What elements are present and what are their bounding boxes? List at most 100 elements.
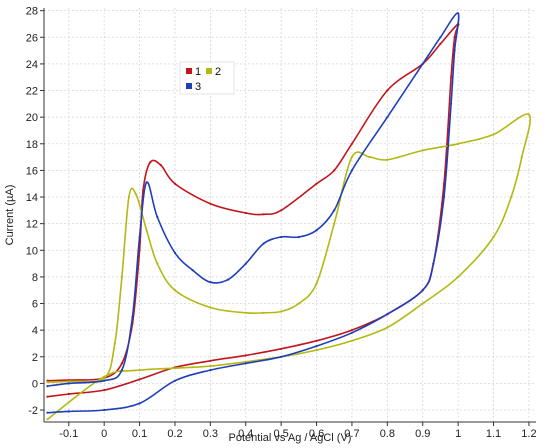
series-2-point-35 <box>103 375 106 378</box>
series-2-point-4 <box>120 275 123 278</box>
series-3-point-21 <box>439 36 442 39</box>
series-3-point-32 <box>244 362 247 365</box>
series-1-point-30 <box>244 354 247 357</box>
series-3-point-36 <box>103 408 106 412</box>
grid <box>44 8 536 422</box>
series-2-point-5 <box>127 195 130 199</box>
series-2-point-0 <box>46 381 49 384</box>
series-3-point-38 <box>46 411 49 414</box>
series-1-point-3 <box>120 362 123 365</box>
series-2-point-10 <box>209 306 212 309</box>
series-1-point-34 <box>103 389 106 392</box>
x-tick-label-10: 0.9 <box>415 428 430 440</box>
series-3-point-9 <box>191 269 194 272</box>
legend: 1 2 3 <box>179 61 235 95</box>
series-3-point-14 <box>280 235 283 239</box>
series-3-point-5 <box>138 235 141 239</box>
x-tick-label-1: 0 <box>101 428 107 440</box>
series-3-point-7 <box>156 215 159 219</box>
x-tick-label-13: 1.2 <box>521 428 536 440</box>
y-tick-label-14: 26 <box>26 32 38 44</box>
legend-swatch-1 <box>186 68 192 74</box>
series-3-point-19 <box>386 116 389 119</box>
series-2-point-7 <box>145 229 148 232</box>
series-2-point-30 <box>350 339 353 342</box>
y-tick-label-2: 2 <box>32 352 38 364</box>
x-tick-label-6: 0.5 <box>274 428 289 440</box>
series-2-point-11 <box>244 311 247 314</box>
series-3-point-15 <box>297 235 300 239</box>
y-tick-label-9: 16 <box>26 165 38 177</box>
series-2-point-25 <box>510 195 513 199</box>
series-2-point-15 <box>315 282 318 285</box>
series-2-point-21 <box>457 142 460 145</box>
series-1-point-10 <box>209 202 212 205</box>
series-1-point-16 <box>350 142 353 145</box>
x-tick-label-5: 0.4 <box>238 428 253 440</box>
x-axis-title: Potential vs Ag / AgCl (V) <box>229 432 352 444</box>
series-1-point-12 <box>262 213 265 216</box>
series-2-point-16 <box>333 222 336 225</box>
legend-label-3: 3 <box>195 81 201 93</box>
series-2-point-13 <box>280 310 283 313</box>
series-3-point-10 <box>209 281 212 284</box>
series-3-point-26 <box>432 262 435 265</box>
series-3-point-13 <box>262 242 265 245</box>
y-tick-label-0: -2 <box>28 405 38 417</box>
series-2-point-9 <box>173 289 177 292</box>
x-tick-label-3: 0.2 <box>167 428 182 440</box>
x-tick-label-7: 0.6 <box>309 428 324 440</box>
series-3-point-6 <box>145 181 148 184</box>
series-3-point-28 <box>386 313 389 316</box>
y-tick-label-13: 24 <box>26 59 38 71</box>
x-tick-label-0: -0.1 <box>59 428 78 440</box>
series-1-point-9 <box>173 182 177 185</box>
series-1-point-8 <box>159 164 162 167</box>
series-2-point-12 <box>262 311 265 314</box>
legend-box <box>179 61 235 95</box>
series-3-point-35 <box>138 402 141 405</box>
x-tick-label-2: 0.1 <box>132 428 147 440</box>
legend-swatch-3 <box>186 83 192 89</box>
y-tick-label-11: 20 <box>26 112 38 124</box>
series-1-point-35 <box>67 392 70 396</box>
series-1-point-13 <box>280 209 283 212</box>
series-3-point-25 <box>442 195 446 199</box>
series-2-point-1 <box>67 380 70 383</box>
y-tick-label-1: 0 <box>32 378 38 390</box>
series-2-point-29 <box>386 326 389 329</box>
x-axis-ticks: -0.1 0 0.1 0.2 0.3 0.4 0.5 0.6 0.7 0.8 0.9 1 1.1 1.2 <box>59 422 537 440</box>
series-3-point-2 <box>103 379 106 382</box>
y-tick-label-10: 18 <box>26 139 38 151</box>
series-3-point-18 <box>350 169 353 172</box>
series-1-point-15 <box>333 169 336 172</box>
series-3-point-29 <box>350 331 353 334</box>
series-1-point-19 <box>439 42 442 46</box>
series-1-point-27 <box>350 329 353 332</box>
series-3-point-11 <box>227 278 230 281</box>
series-3-point-30 <box>315 345 318 348</box>
series-2-point-34 <box>138 369 141 372</box>
series-2-point-27 <box>457 275 460 278</box>
series-1-point-6 <box>142 189 145 192</box>
series-2-point-18 <box>368 156 371 159</box>
legend-label-1: 1 <box>195 66 201 78</box>
series-3-point-3 <box>120 369 123 372</box>
series-3-point-31 <box>280 355 283 358</box>
series-2-point-28 <box>421 302 424 305</box>
series-1-point-21 <box>453 36 456 39</box>
y-tick-label-4: 6 <box>32 299 38 311</box>
y-tick-label-15: 28 <box>26 6 38 18</box>
series-3-point-16 <box>315 229 318 232</box>
series-2-point-14 <box>297 302 300 305</box>
y-tick-label-6: 10 <box>26 245 38 257</box>
series-1-point-31 <box>209 359 212 362</box>
series-2-point-3 <box>113 342 116 345</box>
series-2-point-6 <box>134 193 138 196</box>
series-2-point-20 <box>421 149 424 152</box>
y-axis-title: Current (µA) <box>4 185 16 246</box>
series-2-point-24 <box>520 156 523 159</box>
x-tick-label-9: 0.8 <box>380 428 395 440</box>
